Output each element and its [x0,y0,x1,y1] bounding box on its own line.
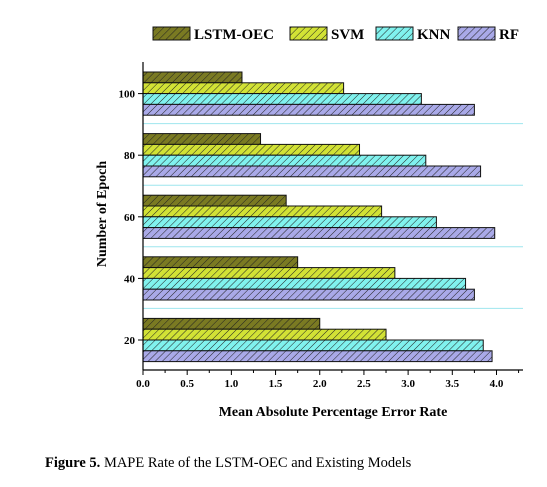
bar-rf-epoch-20-hatch [142,350,493,363]
x-axis: 0.0 0.5 1.0 1.5 2.0 2.5 3.0 3.5 4.0 [136,369,523,390]
figure-caption-label: Figure 5. [45,455,101,471]
x-tick-label: 3.0 [401,378,415,390]
bar-knn-epoch-80-hatch [142,154,427,167]
x-tick-label: 2.5 [357,378,371,390]
legend-lstm-oec-swatch-hatch [152,26,191,41]
legend-knn-swatch-hatch [375,26,414,41]
legend-svm-label: SVM [331,27,364,43]
y-tick-label: 60 [124,212,136,224]
bar-lstm-oec-epoch-100-hatch [142,71,243,84]
bar-rf-epoch-80-hatch [142,165,482,178]
bar-knn-epoch-40-hatch [142,277,467,290]
bar-knn-epoch-20-hatch [142,339,484,352]
x-tick-label: 0.5 [180,378,194,390]
y-axis-title: Number of Epoch [95,161,110,268]
y-tick-label: 40 [124,273,136,285]
x-tick-label: 2.0 [313,378,327,390]
plot-area [142,71,523,363]
bar-svm-epoch-40-hatch [142,267,396,279]
legend-rf-swatch-hatch [457,26,496,41]
x-tick-label: 1.5 [269,378,283,390]
bar-knn-epoch-60-hatch [142,216,437,229]
bar-svm-epoch-20-hatch [142,328,387,341]
bar-svm-epoch-100-hatch [142,82,345,95]
bar-lstm-oec-epoch-20-hatch [142,317,321,330]
legend-lstm-oec-label: LSTM-OEC [194,27,274,43]
bar-lstm-oec-epoch-80-hatch [142,133,262,145]
x-tick-label: 4.0 [490,378,504,390]
bar-rf-epoch-40-hatch [142,288,475,301]
legend-svm-swatch-hatch [289,26,328,41]
bar-rf-epoch-60-hatch [142,227,496,239]
y-tick-label: 20 [124,335,136,347]
x-tick-label: 0.0 [136,378,150,390]
legend: LSTM-OEC SVM KNN RF [152,26,519,43]
y-tick-label: 80 [124,150,136,162]
legend-knn-label: KNN [417,27,451,43]
bar-knn-epoch-100-hatch [142,93,422,105]
bar-lstm-oec-epoch-40-hatch [142,256,299,269]
legend-rf-label: RF [499,27,519,43]
y-tick-label: 100 [119,89,136,101]
figure-caption: Figure 5. MAPE Rate of the LSTM-OEC and … [45,455,411,472]
x-tick-label: 3.5 [445,378,459,390]
figure-caption-text: MAPE Rate of the LSTM-OEC and Existing M… [100,455,412,471]
bar-lstm-oec-epoch-60-hatch [142,194,287,207]
bar-rf-epoch-100-hatch [142,103,475,116]
x-axis-title: Mean Absolute Percentage Error Rate [219,405,448,420]
chart: LSTM-OEC SVM KNN RF 0.0 0.5 1.0 1.5 2.0 2.5 3.0 3.… [95,26,523,420]
bar-svm-epoch-60-hatch [142,205,383,218]
x-tick-label: 1.0 [224,378,238,390]
y-axis: 100 80 60 40 20 [119,62,144,370]
bar-svm-epoch-80-hatch [142,143,361,156]
